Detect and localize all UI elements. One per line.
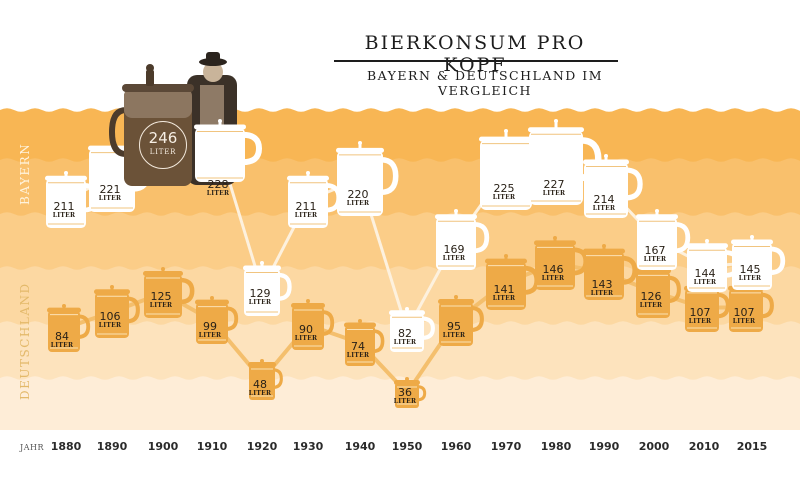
deutschland-mug-icon [438, 295, 484, 346]
x-axis-tick-label: 1940 [344, 440, 376, 453]
x-axis-tick-label: 1900 [147, 440, 179, 453]
deutschland-mug-icon [485, 254, 540, 310]
bayern-mug-icon [194, 119, 263, 182]
x-axis-tick-label: 1970 [490, 440, 522, 453]
x-axis-tick-label: 1910 [196, 440, 228, 453]
deutschland-mug-icon [583, 244, 638, 300]
deutschland-mug-icon [394, 377, 427, 408]
bayern-mug-icon [686, 239, 741, 292]
x-axis-tick-label: 1990 [588, 440, 620, 453]
bayern-mug-icon [731, 235, 786, 290]
bayern-mug-icon [336, 141, 399, 216]
bayern-mug-icon [243, 261, 292, 316]
x-axis-label: JAHR [20, 443, 44, 452]
x-axis: JAHR 1880 1890 1900 1910 1920 1930 1940 1950 196… [0, 440, 800, 458]
series-label-deutschland: DEUTSCHLAND [18, 282, 32, 400]
page-subtitle: BAYERN & DEUTSCHLAND IM VERGLEICH [366, 68, 604, 98]
deutschland-mug-icon [143, 267, 195, 318]
deutschland-mug-icon [248, 359, 283, 400]
x-axis-tick-label: 1980 [540, 440, 572, 453]
bayern-mug-icon [636, 209, 691, 270]
bayern-mug-icon [528, 119, 602, 205]
deutschland-mug-icon [195, 296, 239, 344]
x-axis-tick-label: 1930 [292, 440, 324, 453]
title-underline [334, 60, 618, 62]
deutschland-mug-icon [635, 264, 681, 318]
highlight-value-badge: 246 LITER [139, 121, 187, 169]
deutschland-mug-icon [291, 299, 335, 350]
x-axis-tick-label: 1890 [96, 440, 128, 453]
bayern-mug-icon [583, 154, 643, 218]
bayern-mug-icon [389, 307, 435, 352]
x-axis-tick-label: 1950 [391, 440, 423, 453]
series-label-bayern: BAYERN [18, 142, 32, 205]
x-axis-tick-label: 1880 [50, 440, 82, 453]
x-axis-tick-label: 1920 [246, 440, 278, 453]
x-axis-tick-label: 2000 [638, 440, 670, 453]
x-axis-tick-label: 2010 [688, 440, 720, 453]
highlight-unit: LITER [149, 148, 177, 156]
page-title: BIERKONSUM PRO KOPF [364, 32, 586, 76]
x-axis-tick-label: 1960 [440, 440, 472, 453]
deutschland-mug-icon [344, 319, 385, 366]
bayern-mug-icon [287, 171, 342, 228]
deutschland-mug-icon [47, 304, 91, 352]
deutschland-mug-icon [94, 285, 140, 338]
deutschland-mug-icon [534, 236, 589, 290]
x-axis-tick-label: 2015 [736, 440, 768, 453]
highlight-value: 246 [148, 129, 178, 147]
bayern-mug-icon [435, 209, 490, 270]
